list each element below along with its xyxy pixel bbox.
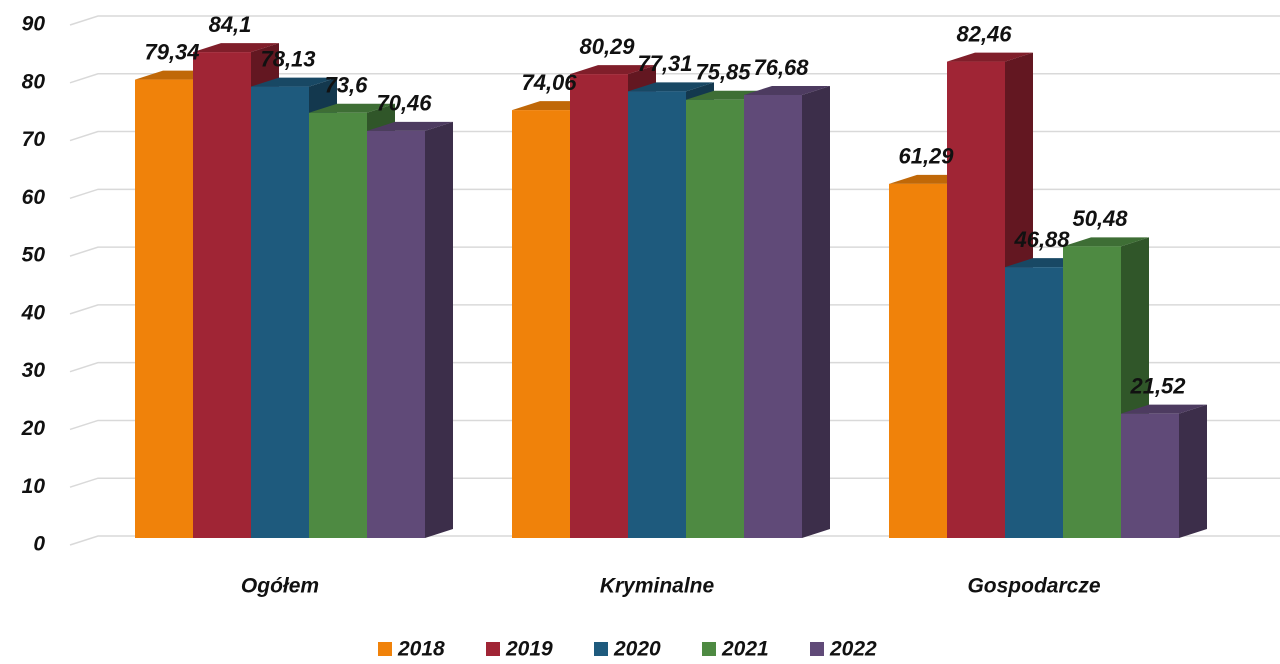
grid-line	[69, 304, 1280, 315]
data-label: 79,34	[144, 39, 199, 64]
bar-top	[367, 121, 453, 131]
bar-front	[367, 130, 425, 539]
x-tick-label: Ogółem	[241, 575, 319, 598]
bar-front	[251, 86, 309, 539]
bar-front	[193, 52, 251, 538]
legend-label: 2022	[829, 638, 877, 661]
data-label: 75,85	[695, 60, 751, 85]
bar	[367, 121, 453, 539]
bar-side	[1179, 404, 1207, 538]
legend-label: 2021	[721, 638, 769, 661]
data-label: 50,48	[1072, 206, 1128, 231]
x-tick-label: Kryminalne	[600, 575, 715, 598]
bar-front	[947, 61, 1005, 538]
bar-top	[570, 65, 656, 75]
bar-top	[1063, 237, 1149, 247]
bar-front	[1063, 246, 1121, 539]
legend-swatch	[702, 642, 716, 656]
bar-front	[135, 79, 193, 538]
data-label: 77,31	[637, 51, 692, 76]
data-label: 82,46	[956, 21, 1012, 46]
bar-front	[570, 74, 628, 538]
y-tick-label: 30	[22, 359, 46, 382]
grid-line	[69, 361, 1280, 373]
legend-swatch	[594, 642, 608, 656]
data-label: 61,29	[898, 144, 954, 169]
bar-top	[1121, 404, 1207, 414]
x-tick-label: Gospodarcze	[967, 575, 1100, 598]
y-tick-label: 70	[22, 128, 46, 151]
data-label: 73,6	[325, 73, 369, 98]
y-tick-label: 90	[22, 13, 46, 36]
bar-front	[309, 112, 367, 538]
grid-line	[69, 535, 1280, 546]
y-tick-label: 20	[21, 417, 46, 440]
grid-line	[69, 477, 1280, 488]
bar-top	[947, 52, 1033, 62]
data-label: 78,13	[260, 46, 315, 71]
legend-swatch	[810, 642, 824, 656]
data-label: 76,68	[753, 55, 809, 80]
y-tick-label: 40	[21, 301, 46, 324]
bar-side	[802, 85, 830, 539]
y-tick-label: 80	[22, 70, 46, 93]
legend-swatch	[486, 642, 500, 656]
bar-front	[889, 183, 947, 538]
data-label: 70,46	[376, 91, 432, 116]
data-label: 84,1	[209, 12, 252, 37]
data-label: 74,06	[521, 70, 577, 95]
legend-swatch	[378, 642, 392, 656]
bar-front	[1005, 267, 1063, 538]
bar	[1121, 404, 1207, 538]
grid-line	[69, 419, 1280, 431]
bar-top	[193, 43, 279, 53]
data-label: 80,29	[579, 34, 635, 59]
grid-line	[69, 73, 1280, 84]
bar-top	[628, 82, 714, 92]
bar-front	[628, 91, 686, 538]
grid-line	[69, 188, 1280, 200]
bar-front	[512, 110, 570, 538]
data-label: 21,52	[1129, 373, 1186, 398]
bar-front	[686, 99, 744, 538]
grid-line	[69, 130, 1280, 142]
data-label: 46,88	[1013, 227, 1070, 252]
bar-side	[425, 121, 453, 539]
legend-label: 2018	[397, 638, 445, 661]
y-tick-label: 50	[22, 244, 46, 267]
y-tick-label: 60	[22, 186, 46, 209]
bar-front	[744, 94, 802, 539]
grid-line	[69, 246, 1280, 257]
bar-front	[1121, 413, 1179, 538]
legend-label: 2019	[505, 638, 553, 661]
grid-line	[69, 15, 1280, 26]
y-tick-label: 10	[22, 475, 46, 498]
bar	[744, 85, 830, 539]
bar-top	[744, 85, 830, 95]
bar-top	[251, 77, 337, 87]
y-tick-label: 0	[33, 533, 45, 556]
bar-top	[309, 103, 395, 113]
legend-label: 2020	[613, 638, 661, 661]
